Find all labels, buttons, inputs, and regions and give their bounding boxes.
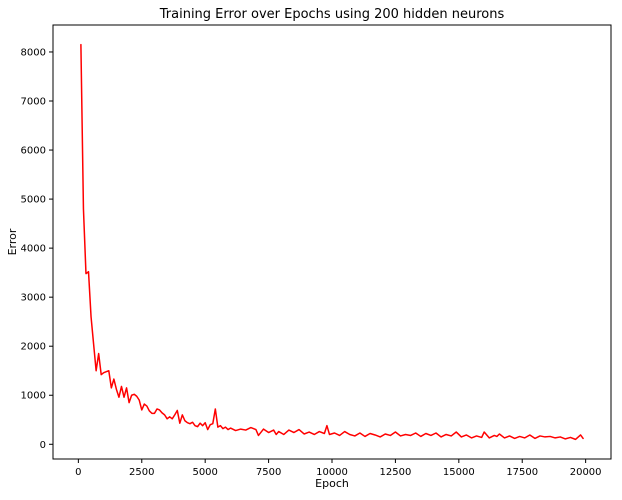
y-axis-label: Error [6,228,19,255]
y-tick-label: 5000 [21,195,46,206]
series-line-error [80,43,584,441]
x-tick-label: 7500 [256,467,281,478]
y-axis-ticks: 0 1000 2000 3000 4000 5000 6000 7000 8000 [21,47,53,451]
y-tick-label: 7000 [21,97,46,108]
x-tick-label: 0 [75,467,81,478]
y-tick-label: 3000 [21,293,46,304]
x-tick-label: 5000 [192,467,217,478]
chart-title: Training Error over Epochs using 200 hid… [159,7,505,22]
x-axis-label: Epoch [315,477,349,490]
x-tick-label: 15000 [443,467,475,478]
y-tick-label: 4000 [21,244,46,255]
y-tick-label: 0 [40,440,46,451]
plot-frame [52,24,612,460]
x-tick-label: 17500 [506,467,538,478]
y-tick-label: 2000 [21,342,46,353]
x-tick-label: 10000 [316,467,348,478]
x-tick-label: 12500 [380,467,412,478]
y-tick-label: 6000 [21,146,46,157]
y-tick-label: 1000 [21,391,46,402]
x-tick-label: 20000 [570,467,602,478]
x-axis-ticks: 0 2500 5000 7500 10000 12500 15000 17500 20000 [75,459,602,478]
x-tick-label: 2500 [129,467,154,478]
y-tick-label: 8000 [21,47,46,58]
